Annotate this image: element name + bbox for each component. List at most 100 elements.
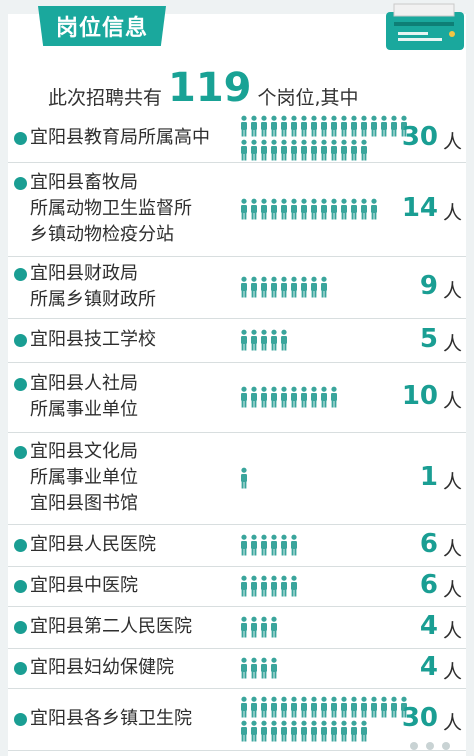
person-icon — [350, 115, 358, 137]
person-icon — [320, 139, 328, 161]
person-icon — [300, 276, 308, 298]
person-icon — [360, 139, 368, 161]
person-icon — [280, 534, 288, 556]
person-icon — [300, 139, 308, 161]
intro-text: 此次招聘共有 119 个岗位,其中 — [48, 62, 359, 110]
person-icon — [300, 696, 308, 718]
person-icon — [240, 276, 248, 298]
person-icon — [350, 696, 358, 718]
bullet-icon — [14, 268, 27, 281]
person-icon — [240, 534, 248, 556]
count-unit: 人 — [442, 661, 462, 683]
person-icon — [240, 139, 248, 161]
people-icons — [240, 115, 416, 161]
person-icon — [270, 616, 278, 638]
person-icon — [300, 115, 308, 137]
position-row: 宜阳县人社局 所属事业单位 10 人 — [8, 362, 466, 433]
row-label: 宜阳县人社局 — [30, 373, 138, 394]
row-label: 宜阳县人民医院 — [30, 534, 156, 555]
position-count: 1 — [419, 462, 438, 492]
person-icon — [370, 696, 378, 718]
person-icon — [270, 115, 278, 137]
person-icon — [250, 616, 258, 638]
person-icon — [250, 139, 258, 161]
person-icon — [340, 198, 348, 220]
person-icon — [260, 616, 268, 638]
row-label: 宜阳县技工学校 — [30, 329, 156, 350]
person-icon — [250, 276, 258, 298]
person-icon — [280, 115, 288, 137]
person-icon — [340, 720, 348, 742]
person-icon — [350, 198, 358, 220]
row-label: 宜阳县文化局 — [30, 441, 138, 462]
person-icon — [280, 139, 288, 161]
person-icon — [290, 720, 298, 742]
person-icon — [390, 115, 398, 137]
person-icon — [270, 139, 278, 161]
person-icon — [260, 139, 268, 161]
people-icons — [240, 534, 416, 556]
person-icon — [240, 696, 248, 718]
position-count: 6 — [419, 570, 438, 600]
person-icon — [240, 616, 248, 638]
person-icon — [290, 198, 298, 220]
people-icons — [240, 616, 416, 638]
person-icon — [280, 276, 288, 298]
person-icon — [300, 198, 308, 220]
people-icons — [240, 575, 416, 597]
person-icon — [270, 198, 278, 220]
position-row: 宜阳县文化局 所属事业单位 宜阳县图书馆 1 人 — [8, 432, 466, 525]
person-icon — [340, 139, 348, 161]
section-title: 岗位信息 — [38, 6, 166, 46]
position-row: 宜阳县各乡镇卫生院 30 人 — [8, 688, 466, 751]
person-icon — [240, 575, 248, 597]
position-count: 4 — [419, 611, 438, 641]
person-icon — [240, 115, 248, 137]
person-icon — [260, 720, 268, 742]
person-icon — [310, 139, 318, 161]
bullet-icon — [14, 621, 27, 634]
person-icon — [370, 198, 378, 220]
person-icon — [350, 720, 358, 742]
person-icon — [290, 575, 298, 597]
person-icon — [270, 386, 278, 408]
person-icon — [270, 720, 278, 742]
person-icon — [290, 115, 298, 137]
count-unit: 人 — [442, 579, 462, 601]
row-label: 所属动物卫生监督所 — [30, 198, 192, 219]
person-icon — [280, 575, 288, 597]
row-label: 宜阳县第二人民医院 — [30, 616, 192, 637]
person-icon — [360, 198, 368, 220]
person-icon — [290, 534, 298, 556]
person-icon — [360, 696, 368, 718]
person-icon — [250, 534, 258, 556]
person-icon — [250, 696, 258, 718]
row-label: 宜阳县财政局 — [30, 263, 138, 284]
person-icon — [240, 386, 248, 408]
bullet-icon — [14, 378, 27, 391]
person-icon — [260, 198, 268, 220]
person-icon — [320, 276, 328, 298]
position-count: 14 — [401, 193, 438, 223]
count-unit: 人 — [442, 131, 462, 153]
person-icon — [300, 386, 308, 408]
position-row: 宜阳县技工学校 5 人 — [8, 318, 466, 363]
person-icon — [380, 696, 388, 718]
person-icon — [240, 467, 248, 489]
person-icon — [310, 276, 318, 298]
bullet-icon — [14, 446, 27, 459]
person-icon — [320, 696, 328, 718]
person-icon — [320, 115, 328, 137]
position-count: 30 — [401, 703, 438, 733]
person-icon — [340, 115, 348, 137]
person-icon — [310, 720, 318, 742]
position-row: 宜阳县妇幼保健院 4 人 — [8, 648, 466, 689]
intro-suffix: 个岗位,其中 — [257, 87, 359, 109]
content-panel — [8, 14, 466, 756]
person-icon — [270, 575, 278, 597]
bullet-icon — [14, 580, 27, 593]
position-row: 宜阳县人民医院 6 人 — [8, 524, 466, 567]
row-label: 所属乡镇财政所 — [30, 289, 156, 310]
count-unit: 人 — [442, 202, 462, 224]
count-unit: 人 — [442, 280, 462, 302]
